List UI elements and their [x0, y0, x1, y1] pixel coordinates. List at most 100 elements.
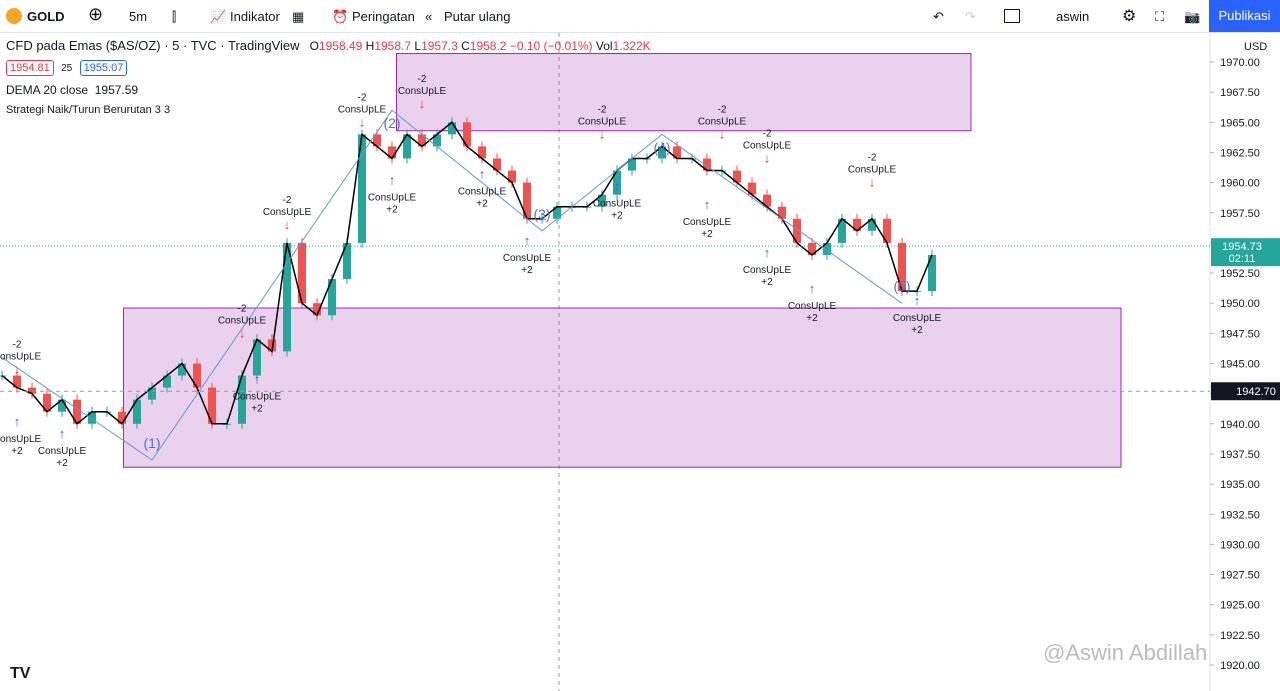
candle	[388, 146, 396, 159]
signal-qty: -2	[418, 74, 427, 85]
bid[interactable]: 1954.81	[6, 60, 54, 76]
signal-qty: -2	[718, 104, 727, 115]
candle	[463, 122, 471, 147]
candle	[928, 254, 936, 292]
layout-name[interactable]: aswin	[1056, 9, 1090, 24]
candle	[253, 339, 261, 376]
wave-label: (5)	[893, 278, 910, 294]
candle	[883, 218, 891, 243]
signal-qty: -2	[598, 104, 607, 115]
ohlc-l: L	[414, 39, 422, 53]
signal-name: ConsUpLE	[218, 315, 267, 326]
candle	[403, 134, 411, 159]
candle	[373, 134, 381, 147]
signal-arrow: ↑	[914, 293, 921, 308]
close: 1958.2	[469, 39, 507, 53]
add-symbol[interactable]: ⊕	[88, 4, 104, 24]
candle	[328, 279, 336, 316]
replay-icon: «	[425, 9, 433, 24]
redo[interactable]: ↷	[965, 9, 976, 24]
candle	[208, 387, 216, 424]
signal-name: ConsUpLE	[743, 140, 792, 151]
symbol-icon	[6, 8, 22, 24]
signal-arrow: ↑	[704, 197, 711, 212]
candle	[778, 206, 786, 219]
signal-arrow: ↑	[809, 281, 816, 296]
candle	[853, 218, 861, 231]
y-tick-label: 1945.00	[1220, 359, 1260, 371]
candle	[88, 411, 96, 424]
undo[interactable]: ↶	[933, 9, 944, 24]
y-tick-label: 1930.00	[1220, 539, 1260, 551]
candle	[613, 170, 621, 195]
strategy: Strategi Naik/Turun Berurutan 3 3	[6, 104, 171, 116]
signal-qty: -2	[763, 128, 772, 139]
candle	[823, 242, 831, 255]
signal-name: ConsUpLE	[698, 116, 747, 127]
interval[interactable]: 5m	[129, 9, 148, 24]
dema-value: 1957.59	[94, 83, 139, 97]
templates[interactable]: ▦	[292, 9, 305, 24]
y-tick-label: 1922.50	[1220, 630, 1260, 642]
signal-qty: +2	[521, 265, 533, 276]
signal-arrow: ↓	[869, 175, 876, 190]
bid-ask: 1954.81 25 1955.07	[6, 60, 651, 76]
symbol[interactable]: GOLD	[27, 9, 65, 24]
signal-arrow: ↑	[389, 173, 396, 188]
signal-name: ConsUpLE	[233, 392, 282, 403]
y-tick-label: 1950.00	[1220, 298, 1260, 310]
candle	[703, 158, 711, 171]
signal-qty: +2	[386, 205, 398, 216]
fullscreen[interactable]: ⛶	[1155, 9, 1165, 24]
y-tick-label: 1935.00	[1220, 479, 1260, 491]
settings[interactable]: ⚙	[1122, 8, 1137, 25]
y-tick-label: 1932.50	[1220, 509, 1260, 521]
signal-arrow: ↓	[419, 96, 426, 111]
y-tick-label: 1962.50	[1220, 147, 1260, 159]
candle	[283, 242, 291, 352]
candle	[13, 375, 21, 388]
countdown: 02:11	[1229, 253, 1256, 265]
legend-row: CFD pada Emas ($AS/OZ) · 5 · TVC · Tradi…	[6, 38, 651, 53]
candle	[358, 134, 366, 243]
signal-qty: +2	[476, 199, 488, 210]
candle	[553, 206, 561, 219]
signal-name: ConsUpLE	[458, 187, 507, 198]
currency: USD	[1244, 41, 1267, 53]
signal-name: ConsUpLE	[503, 253, 552, 264]
candle	[493, 158, 501, 171]
chart-type[interactable]: ⫿	[172, 9, 177, 24]
signal-qty: -2	[283, 195, 292, 206]
signal-name: ConsUpLE	[0, 352, 42, 363]
legend: CFD pada Emas ($AS/OZ) · 5 · TVC · Tradi…	[6, 38, 651, 123]
candle	[343, 242, 351, 280]
signal-arrow: ↓	[359, 114, 366, 129]
candle	[238, 375, 246, 424]
replay[interactable]: Putar ulang	[444, 9, 511, 24]
signal-qty: -2	[868, 153, 877, 164]
publish-button[interactable]: Publikasi	[1209, 0, 1280, 32]
zone	[123, 307, 1122, 468]
y-tick-label: 1940.00	[1220, 419, 1260, 431]
signal-name: ConsUpLE	[38, 446, 87, 457]
snapshot[interactable]: 📷	[1184, 9, 1201, 24]
candle	[73, 399, 81, 424]
change: −0.10 (−0.01%)	[509, 39, 593, 53]
zone	[396, 53, 972, 132]
candle	[433, 134, 441, 147]
candle	[748, 182, 756, 195]
signal-name: ConsUpLE	[368, 193, 417, 204]
ask[interactable]: 1955.07	[79, 60, 128, 76]
layout-icon[interactable]	[1004, 9, 1020, 23]
alerts[interactable]: Peringatan	[352, 9, 415, 24]
wave-label: (3)	[533, 206, 550, 222]
signal-qty: +2	[56, 458, 68, 469]
price-axis-bg	[1210, 33, 1280, 691]
wave-label: (1)	[143, 435, 160, 451]
indicators[interactable]: Indikator	[230, 9, 280, 24]
volume: 1.322K	[612, 39, 651, 53]
signal-name: ConsUpLE	[578, 116, 627, 127]
low: 1957.3	[421, 39, 458, 53]
dema: DEMA 20 close 1957.59	[6, 83, 651, 97]
